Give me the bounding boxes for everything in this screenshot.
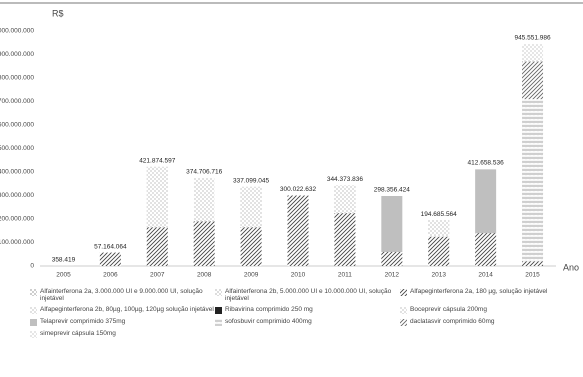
legend-label: daclatasvir comprimido 60mg — [410, 318, 495, 325]
legend-swatch — [30, 319, 37, 326]
legend-swatch — [400, 319, 407, 326]
x-tick-label: 2009 — [244, 272, 259, 279]
legend-item: Telaprevir comprimido 375mg — [30, 318, 215, 326]
total-label: 421.874.597 — [139, 158, 176, 165]
x-tick-label: 2010 — [291, 272, 306, 279]
legend-item: Alfainterferona 2b, 5.000.000 UI e 10.00… — [215, 288, 400, 302]
total-label: 344.373.836 — [327, 176, 364, 183]
bar-segment — [475, 169, 497, 234]
legend-item: simeprevir cápsula 150mg — [30, 330, 215, 338]
total-label: 358.419 — [52, 257, 76, 264]
legend-label: Boceprevir cápsula 200mg — [410, 306, 487, 313]
bar-segment — [522, 61, 544, 100]
bar-segment — [334, 185, 356, 214]
bar-segment — [99, 252, 121, 266]
bar-segment — [287, 195, 309, 266]
total-label: 57.164.064 — [94, 243, 127, 250]
bar-segment — [381, 251, 403, 266]
y-tick-label: 0 — [30, 263, 34, 270]
y-tick-label: 500.000.000 — [0, 145, 34, 152]
legend-label: Alfainterferona 2a, 3.000.000 UI e 9.000… — [40, 288, 203, 302]
bar-segment — [240, 186, 262, 228]
legend-label: Alfapeginterferona 2b, 80µg, 100µg, 120µ… — [40, 306, 214, 313]
legend-swatch — [30, 307, 37, 314]
total-label: 412.658.536 — [468, 160, 505, 167]
legend: Alfainterferona 2a, 3.000.000 UI e 9.000… — [30, 288, 575, 338]
legend-swatch — [400, 289, 407, 296]
total-label: 298.356.424 — [374, 187, 411, 194]
bar-segment — [334, 213, 356, 266]
bar-segment — [146, 166, 168, 228]
legend-item: daclatasvir comprimido 60mg — [400, 318, 575, 326]
bar-segment — [428, 220, 450, 237]
legend-swatch — [30, 331, 37, 338]
bar-segment — [381, 195, 403, 252]
y-tick-label: 400.000.000 — [0, 169, 34, 176]
x-tick-label: 2011 — [338, 272, 352, 279]
legend-item: Alfainterferona 2a, 3.000.000 UI e 9.000… — [30, 288, 215, 302]
y-axis-label: R$ — [52, 8, 64, 18]
x-tick-label: 2006 — [103, 272, 118, 279]
total-label: 300.022.632 — [280, 186, 317, 193]
y-tick-label: 300.000.000 — [0, 192, 34, 199]
legend-item: sofosbuvir comprimido 400mg — [215, 318, 400, 326]
y-tick-label: 800.000.000 — [0, 75, 34, 82]
y-tick-label: 900.000.000 — [0, 51, 34, 58]
bar-segment — [475, 233, 497, 266]
bar-segment — [193, 221, 215, 266]
x-tick-label: 2007 — [150, 272, 165, 279]
total-label: 374.706.716 — [186, 169, 223, 176]
x-axis-label: Ano — [563, 262, 579, 272]
legend-swatch — [215, 307, 222, 314]
y-tick-label: 600.000.000 — [0, 122, 34, 129]
bar-segment — [240, 227, 262, 266]
legend-swatch — [215, 289, 222, 296]
legend-label: Alfainterferona 2b, 5.000.000 UI e 10.00… — [225, 288, 392, 302]
legend-swatch — [30, 289, 37, 296]
legend-label: Ribavirina comprimido 250 mg — [225, 306, 313, 313]
bar-segment — [522, 261, 544, 266]
x-tick-label: 2015 — [525, 272, 540, 279]
legend-label: Telaprevir comprimido 375mg — [40, 318, 126, 325]
x-tick-label: 2012 — [385, 272, 400, 279]
legend-label: Alfapeginterferona 2a, 180 µg, solução i… — [410, 288, 548, 295]
bar-segment — [522, 99, 544, 262]
y-tick-label: 1.000.000.000 — [0, 28, 34, 35]
total-label: 194.685.564 — [421, 211, 458, 218]
legend-item: Alfapeginterferona 2a, 180 µg, solução i… — [400, 288, 575, 302]
legend-item: Alfapeginterferona 2b, 80µg, 100µg, 120µ… — [30, 306, 215, 314]
bar-segment — [193, 177, 215, 222]
legend-item: Ribavirina comprimido 250 mg — [215, 306, 400, 314]
y-tick-label: 700.000.000 — [0, 98, 34, 105]
x-tick-label: 2013 — [431, 272, 446, 279]
legend-swatch — [215, 319, 222, 326]
total-label: 945.551.986 — [514, 35, 551, 42]
x-tick-label: 2014 — [478, 272, 493, 279]
legend-label: simeprevir cápsula 150mg — [40, 330, 116, 337]
x-tick-label: 2008 — [197, 272, 212, 279]
legend-item: Boceprevir cápsula 200mg — [400, 306, 575, 314]
total-label: 337.099.045 — [233, 178, 270, 185]
y-tick-label: 200.000.000 — [0, 216, 34, 223]
bar-segment — [522, 43, 544, 62]
chart: R$ Ano 0 100.000.000 200.000.000 300.000.00… — [0, 2, 583, 279]
bar-segment — [146, 227, 168, 266]
bar-segment — [428, 236, 450, 266]
x-tick-label: 2005 — [56, 272, 71, 279]
legend-swatch — [400, 307, 407, 314]
legend-label: sofosbuvir comprimido 400mg — [225, 318, 312, 325]
y-tick-label: 100.000.000 — [0, 239, 34, 246]
